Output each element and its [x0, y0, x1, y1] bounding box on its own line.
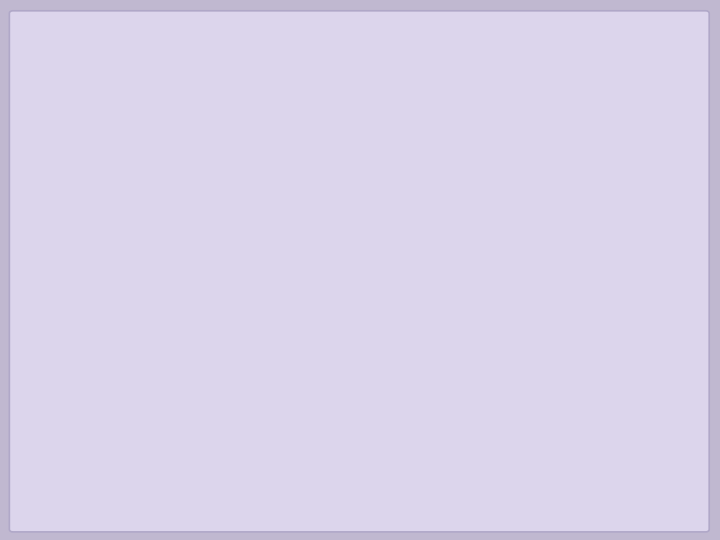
Text: cm: cm	[539, 488, 575, 507]
Text: −1: −1	[281, 202, 301, 217]
Text: M/t = 6 x 10: M/t = 6 x 10	[54, 213, 184, 233]
Text: K, Density=3.3 x 10: K, Density=3.3 x 10	[334, 441, 542, 460]
Text: −0.8: −0.8	[94, 86, 127, 100]
Text: R~t: R~t	[54, 97, 94, 117]
Text: Forward shock: T=2.4 x 10: Forward shock: T=2.4 x 10	[54, 441, 325, 460]
Text: 7: 7	[325, 476, 334, 490]
Text: •How fast ejecta is decelerating?: •How fast ejecta is decelerating?	[20, 46, 366, 66]
Text: K, Density= 2 x 10: K, Density= 2 x 10	[334, 488, 530, 507]
Text: 6: 6	[530, 476, 539, 490]
Text: Reverse shock: T=0.9 x 10: Reverse shock: T=0.9 x 10	[54, 488, 325, 507]
Text: cm: cm	[551, 441, 588, 460]
Text: −3: −3	[588, 429, 608, 443]
Text: −8.5: −8.5	[179, 319, 212, 333]
Text: 8: 8	[325, 429, 334, 443]
Text: Density ∼ R: Density ∼ R	[54, 329, 179, 349]
Text: 5: 5	[542, 429, 551, 443]
Text: yr: yr	[253, 213, 281, 233]
Text: •What is the mass loss rate of the progenitor star?: •What is the mass loss rate of the proge…	[20, 162, 549, 182]
Text: sun: sun	[228, 230, 253, 244]
Text: M: M	[204, 213, 228, 233]
Text: −5: −5	[184, 202, 204, 217]
Text: •Density and temperature of the reverse shock: •Density and temperature of the reverse …	[20, 392, 515, 411]
Text: •Density structure: •Density structure	[20, 278, 213, 298]
Text: −3: −3	[575, 476, 596, 490]
